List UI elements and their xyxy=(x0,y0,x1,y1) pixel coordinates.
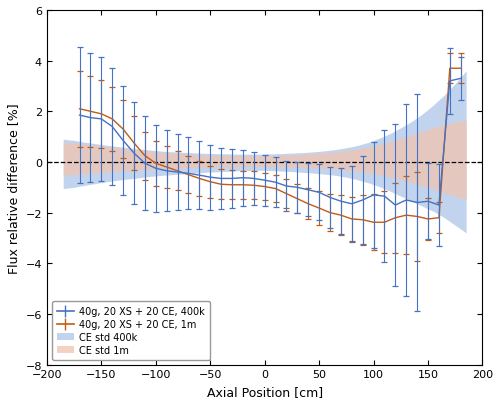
Y-axis label: Flux relative difference [%]: Flux relative difference [%] xyxy=(7,103,20,273)
X-axis label: Axial Position [cm]: Axial Position [cm] xyxy=(206,385,322,398)
Legend: 40g, 20 XS + 20 CE, 400k, 40g, 20 XS + 20 CE, 1m, CE std 400k, CE std 1m: 40g, 20 XS + 20 CE, 400k, 40g, 20 XS + 2… xyxy=(52,302,210,360)
